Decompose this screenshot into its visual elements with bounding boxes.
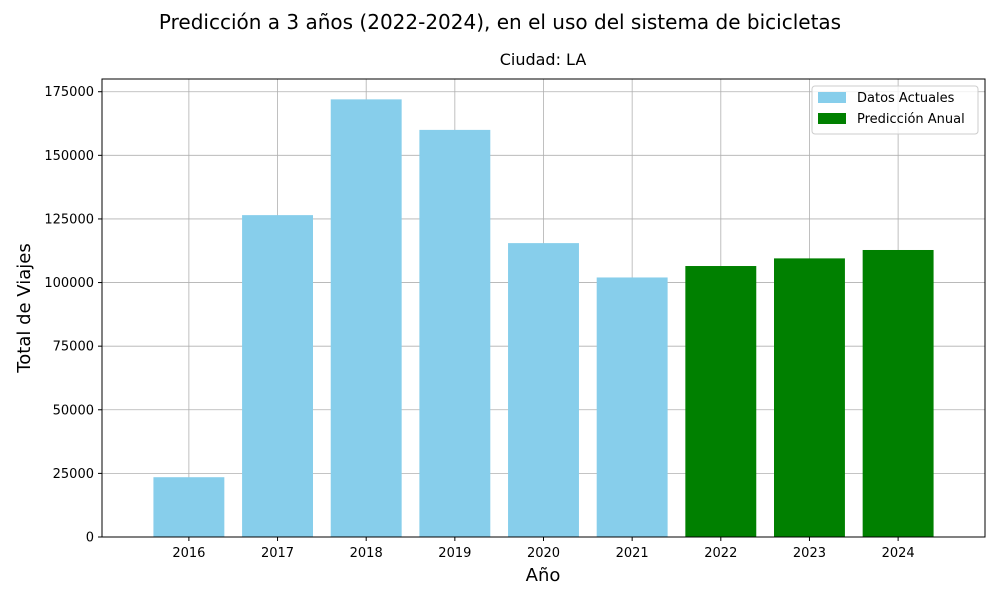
bar-2017 [242, 215, 313, 537]
x-tick-label: 2018 [350, 546, 383, 561]
legend: Datos Actuales Predicción Anual [811, 85, 979, 135]
x-tick-label: 2023 [793, 546, 826, 561]
x-tick-label: 2020 [527, 546, 560, 561]
y-tick-label: 50000 [53, 403, 94, 418]
y-tick-label: 25000 [53, 467, 94, 482]
y-axis-ticks: 0 25000 50000 75000 100000 125000 150000 175000 [44, 85, 102, 546]
x-axis-label: Año [526, 565, 561, 586]
bar-2022 [685, 266, 757, 537]
y-tick-label: 75000 [53, 340, 94, 355]
legend-label-datos-actuales: Datos Actuales [857, 91, 955, 106]
y-tick-label: 0 [86, 531, 94, 546]
bar-2024 [862, 249, 934, 537]
bar-2016 [153, 477, 225, 537]
x-axis-ticks: 2016 2017 2018 2019 2020 2021 2022 2023 2024 [172, 537, 915, 561]
x-tick-label: 2019 [438, 546, 471, 561]
chart-subtitle: Ciudad: LA [500, 50, 587, 69]
x-tick-label: 2022 [704, 546, 737, 561]
bars [153, 99, 934, 537]
x-tick-label: 2024 [882, 546, 915, 561]
x-tick-label: 2017 [261, 546, 294, 561]
y-axis-label: Total de Viajes [14, 243, 35, 373]
chart-title: Predicción a 3 años (2022-2024), en el u… [159, 10, 841, 34]
bar-2023 [774, 258, 845, 537]
y-tick-label: 125000 [44, 212, 94, 227]
x-tick-label: 2021 [616, 546, 649, 561]
bar-2018 [330, 99, 402, 537]
x-tick-label: 2016 [172, 546, 205, 561]
legend-frame [811, 85, 979, 135]
y-tick-label: 150000 [44, 149, 94, 164]
legend-swatch-prediccion-anual [818, 113, 846, 124]
bar-2020 [508, 243, 579, 537]
y-tick-label: 175000 [44, 85, 94, 100]
legend-label-prediccion-anual: Predicción Anual [857, 112, 965, 127]
bar-2021 [596, 277, 668, 537]
y-tick-label: 100000 [44, 276, 94, 291]
bar-2019 [419, 129, 491, 537]
legend-swatch-datos-actuales [818, 92, 846, 103]
